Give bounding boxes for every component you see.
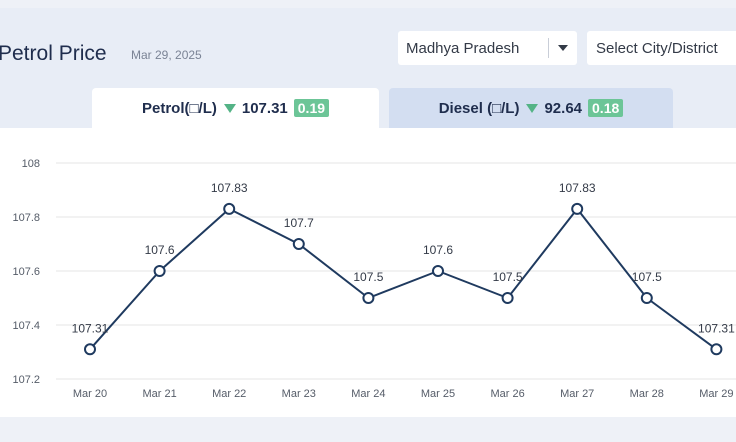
x-tick-label: Mar 21 bbox=[142, 388, 176, 400]
data-point bbox=[223, 202, 236, 215]
data-label: 107.31 bbox=[698, 321, 735, 335]
y-tick-label: 107.6 bbox=[12, 266, 40, 278]
x-tick-label: Mar 25 bbox=[421, 388, 455, 400]
y-tick-label: 107.4 bbox=[12, 320, 40, 332]
price-line-chart: 107.2 107.4 107.6 107.8 108 Mar 20 Mar 21 Mar 2… bbox=[12, 158, 736, 400]
y-tick-label: 107.8 bbox=[12, 212, 40, 224]
page-title: Petrol Price bbox=[0, 42, 107, 65]
data-point bbox=[362, 292, 375, 304]
data-label: 107.83 bbox=[559, 181, 596, 195]
page-date: Mar 29, 2025 bbox=[131, 48, 202, 62]
data-point bbox=[640, 292, 653, 304]
x-tick-label: Mar 29 bbox=[699, 388, 733, 400]
data-point bbox=[84, 343, 96, 356]
data-label: 107.83 bbox=[211, 181, 248, 195]
select-divider bbox=[548, 38, 549, 58]
x-tick-label: Mar 20 bbox=[73, 388, 107, 400]
data-point bbox=[710, 343, 723, 356]
tab-diesel-change-badge: 0.18 bbox=[588, 99, 624, 117]
down-triangle-icon bbox=[526, 103, 539, 113]
tab-petrol-label: Petrol(□/L) bbox=[141, 99, 217, 117]
series-line bbox=[89, 207, 717, 351]
x-tick-label: Mar 23 bbox=[282, 388, 316, 400]
data-point bbox=[501, 292, 514, 304]
x-tick-label: Mar 22 bbox=[212, 388, 246, 400]
tab-diesel-label: Diesel (□/L) bbox=[438, 99, 520, 117]
x-tick-label: Mar 28 bbox=[630, 388, 664, 400]
data-label: 107.5 bbox=[353, 270, 383, 284]
tab-diesel[interactable]: Diesel (□/L) 92.64 0.18 bbox=[389, 88, 673, 128]
data-label: 107.6 bbox=[423, 243, 453, 257]
data-label: 107.5 bbox=[493, 270, 523, 284]
data-point bbox=[292, 238, 305, 250]
down-triangle-icon bbox=[223, 103, 236, 113]
city-select-placeholder: Select City/District bbox=[596, 40, 718, 57]
data-label: 107.5 bbox=[632, 270, 662, 284]
x-tick-label: Mar 26 bbox=[490, 388, 524, 400]
tab-petrol-price: 107.31 bbox=[241, 99, 288, 117]
chart-panel bbox=[0, 128, 736, 417]
y-tick-label: 108 bbox=[22, 158, 40, 170]
tab-petrol-change-badge: 0.19 bbox=[293, 99, 330, 117]
tab-diesel-price: 92.64 bbox=[544, 99, 583, 117]
data-point bbox=[153, 265, 166, 277]
chevron-down-icon[interactable] bbox=[558, 45, 568, 51]
city-select[interactable]: Select City/District bbox=[587, 31, 736, 65]
state-select[interactable]: Madhya Pradesh bbox=[398, 31, 577, 65]
y-tick-label: 107.2 bbox=[12, 374, 40, 386]
data-label: 107.7 bbox=[284, 216, 314, 230]
x-tick-label: Mar 27 bbox=[560, 388, 594, 400]
x-tick-label: Mar 24 bbox=[351, 388, 385, 400]
data-point bbox=[432, 265, 444, 277]
data-point bbox=[571, 202, 584, 215]
data-label: 107.6 bbox=[145, 243, 175, 257]
state-select-value: Madhya Pradesh bbox=[406, 40, 520, 57]
data-label: 107.31 bbox=[72, 321, 109, 335]
tab-petrol[interactable]: Petrol(□/L) 107.31 0.19 bbox=[92, 88, 379, 128]
